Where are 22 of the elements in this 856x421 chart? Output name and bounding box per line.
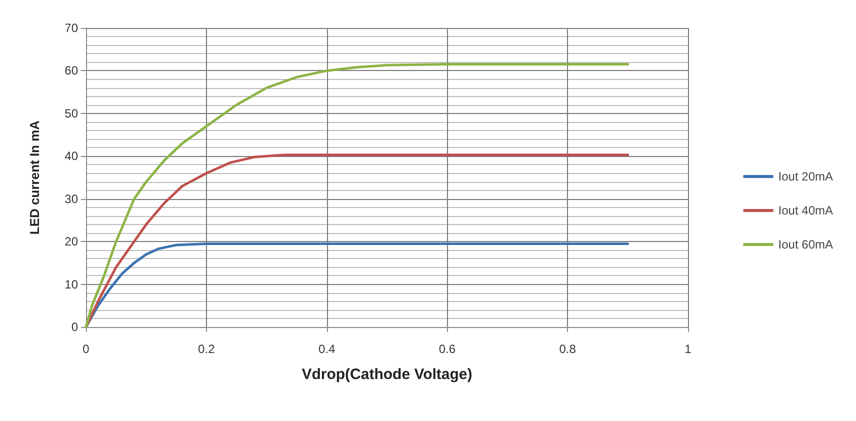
x-tick-label: 1 (684, 342, 692, 356)
y-axis-title: LED current In mA (27, 120, 42, 235)
y-tick-label: 70 (64, 21, 78, 35)
y-tick-label: 40 (64, 149, 78, 164)
x-tick-label: 0.4 (318, 342, 336, 356)
y-tick-label: 0 (71, 320, 78, 334)
x-tick-label: 0.2 (198, 342, 216, 356)
legend-label: Iout 20mA (778, 170, 834, 184)
x-tick-label: 0.6 (438, 342, 456, 356)
x-axis-title: Vdrop(Cathode Voltage) (302, 366, 472, 383)
y-tick-label: 50 (64, 106, 78, 120)
x-tick-label: 0 (82, 342, 90, 356)
line-series (84, 242, 630, 328)
line-series (84, 154, 630, 328)
y-tick-label: 30 (64, 192, 78, 206)
legend-label: Iout 60mA (778, 238, 834, 252)
legend-label: Iout 40mA (778, 204, 834, 218)
line-series (84, 63, 630, 328)
y-tick-label: 60 (64, 64, 78, 78)
y-tick-label: 20 (64, 234, 78, 249)
y-tick-label: 10 (64, 277, 78, 292)
x-tick-label: 0.8 (559, 342, 576, 356)
